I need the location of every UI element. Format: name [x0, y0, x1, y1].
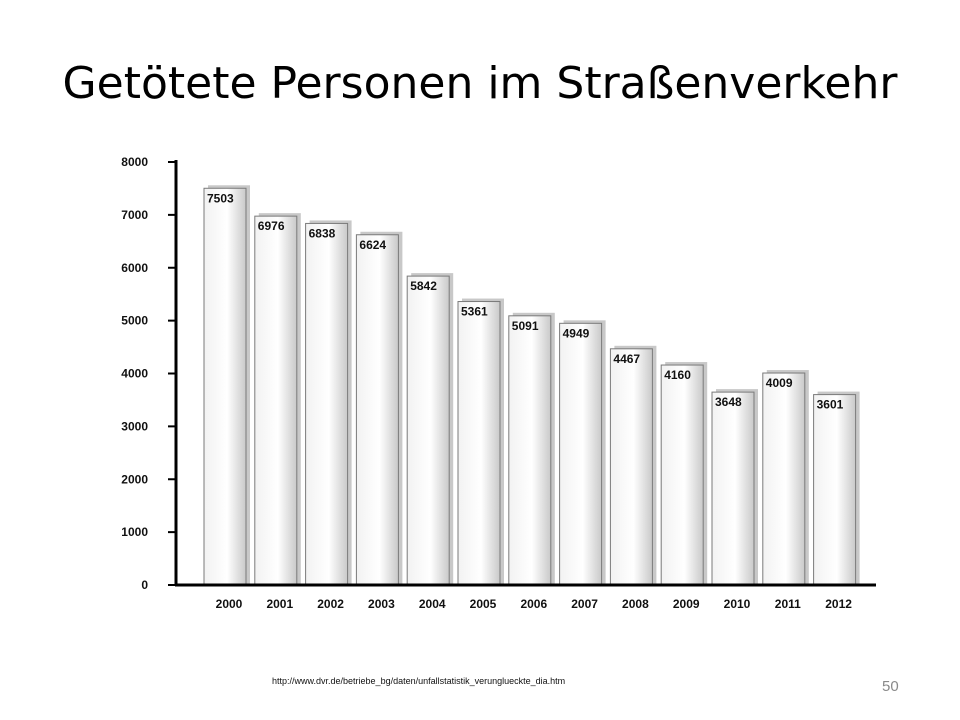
slide-number: 50 — [882, 678, 899, 695]
x-labels-group: 2000 2001 2002 2003 2004 2005 2006 2007 2008 2009… — [216, 597, 853, 611]
x-tick-label: 2011 — [775, 597, 801, 611]
bar-2005 — [457, 301, 501, 586]
bar-2007 — [559, 322, 603, 586]
bar-2002 — [305, 222, 349, 586]
x-tick-label: 2012 — [825, 597, 852, 611]
bar-2004 — [406, 275, 450, 586]
bar-value-label: 6838 — [309, 226, 336, 240]
bars-group: 7503 6976 6838 6624 5842 5361 5091 4949 4467 4160… — [203, 185, 860, 586]
bar-value-label: 6976 — [258, 219, 285, 233]
x-tick-label: 2007 — [571, 597, 598, 611]
bar-value-label: 5091 — [512, 319, 539, 333]
y-tick-label: 3000 — [121, 419, 148, 433]
bar-2001 — [254, 215, 298, 586]
bar-value-label: 5361 — [461, 305, 488, 319]
bar-value-label: 5842 — [410, 279, 437, 293]
source-url[interactable]: http://www.dvr.de/betriebe_bg/daten/unfa… — [272, 676, 566, 686]
bar-value-label: 3601 — [817, 398, 844, 412]
x-tick-label: 2009 — [673, 597, 700, 611]
y-tick-label: 4000 — [121, 367, 148, 381]
y-tick-label: 5000 — [121, 314, 148, 328]
bar-2008 — [609, 348, 653, 586]
x-tick-label: 2004 — [419, 597, 446, 611]
bar-value-label: 6624 — [359, 238, 386, 252]
x-tick-label: 2003 — [368, 597, 395, 611]
y-tick-label: 7000 — [121, 208, 148, 222]
y-ticks-group: 0 1000 2000 3000 4000 5000 6000 7000 8000 — [121, 155, 176, 592]
bar-value-label: 4160 — [664, 368, 691, 382]
x-tick-label: 2006 — [520, 597, 547, 611]
x-tick-label: 2010 — [724, 597, 751, 611]
y-tick-label: 6000 — [121, 261, 148, 275]
y-tick-label: 1000 — [121, 525, 148, 539]
y-tick-label: 0 — [141, 578, 148, 592]
x-tick-label: 2002 — [317, 597, 344, 611]
slide-title: Getötete Personen im Straßenverkehr — [62, 58, 898, 109]
bar-2003 — [355, 234, 399, 586]
bar-2000 — [203, 187, 247, 586]
bar-2011 — [762, 372, 806, 586]
y-tick-label: 8000 — [121, 155, 148, 169]
bar-2006 — [508, 315, 552, 586]
x-tick-label: 2005 — [470, 597, 497, 611]
x-tick-label: 2000 — [216, 597, 243, 611]
y-tick-label: 2000 — [121, 472, 148, 486]
bar-2010 — [711, 391, 755, 586]
bar-value-label: 4949 — [563, 326, 590, 340]
x-tick-label: 2008 — [622, 597, 649, 611]
bar-value-label: 3648 — [715, 395, 742, 409]
bar-2012 — [813, 394, 857, 586]
x-tick-label: 2001 — [266, 597, 293, 611]
bar-value-label: 7503 — [207, 191, 234, 205]
bar-2009 — [660, 364, 704, 586]
bar-value-label: 4467 — [613, 352, 640, 366]
bar-value-label: 4009 — [766, 376, 793, 390]
